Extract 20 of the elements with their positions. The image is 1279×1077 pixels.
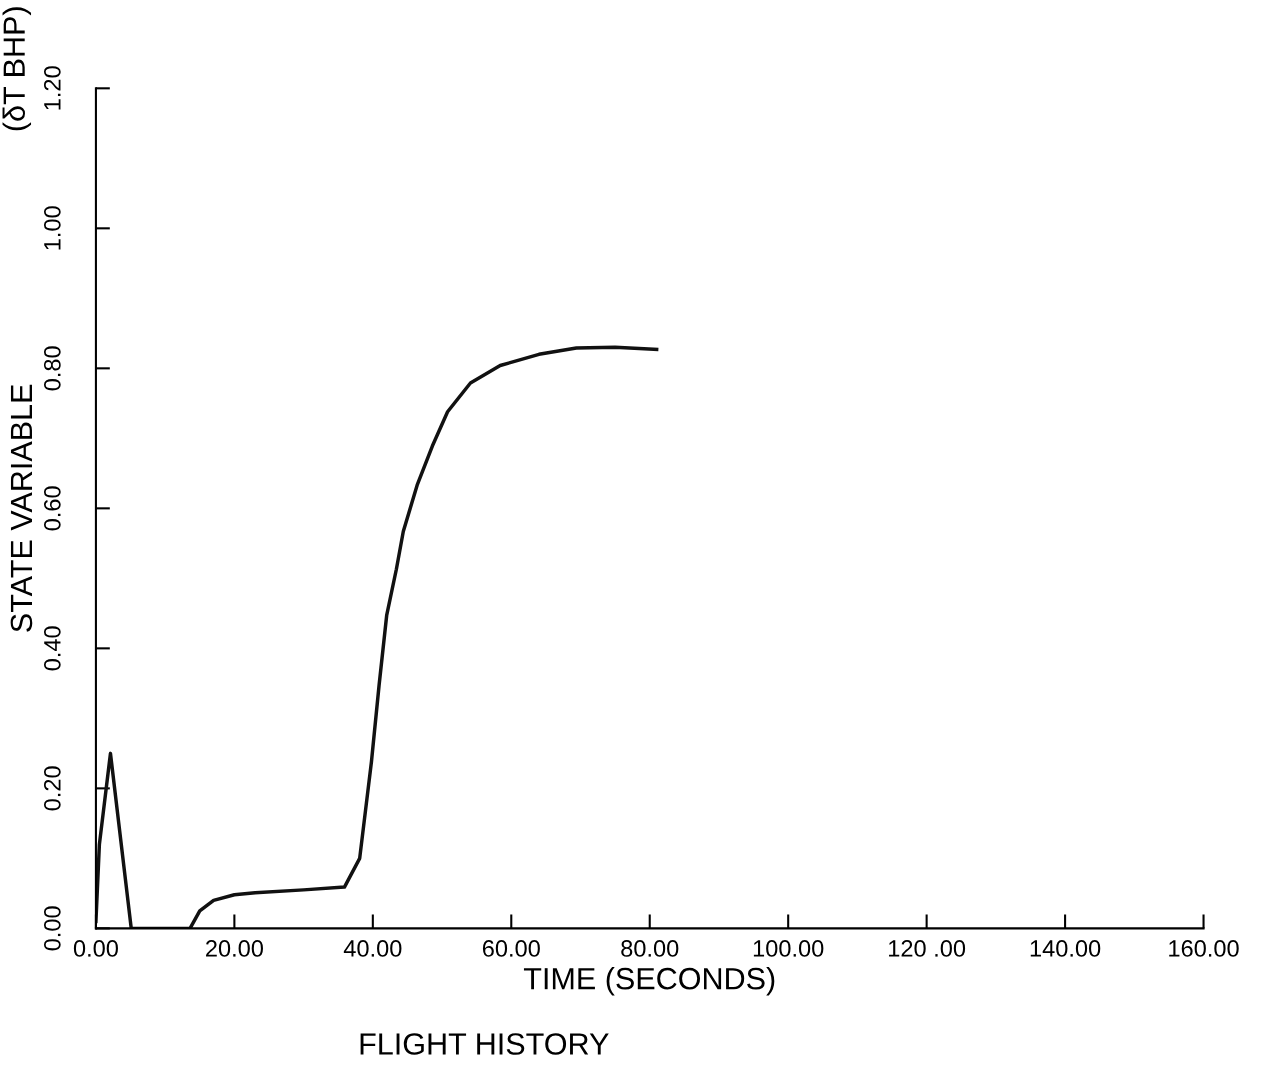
y-tick-label: 1.00 [43, 206, 61, 250]
y-tick-label: 0.60 [43, 486, 61, 531]
x-tick-label: 140.00 [1030, 940, 1101, 957]
x-tick-label: 60.00 [482, 940, 540, 957]
x-tick-label: 20.00 [206, 940, 263, 957]
y-tick-label: 0.20 [43, 766, 61, 811]
y-axis-title: STATE VARIABLE [10, 384, 33, 632]
y-tick-label: 0.40 [43, 626, 61, 671]
x-tick-label: 0.00 [73, 940, 118, 957]
text: FLIGHT HISTORY [360, 1033, 609, 1055]
x-tick-label: 100.00 [753, 940, 824, 957]
x-axis-title: TIME (SECONDS) [523, 967, 775, 996]
y-tick-label: 1.20 [43, 66, 61, 110]
x-tick-label: 160.00 [1169, 940, 1239, 957]
x-tick-label: 80.00 [621, 940, 679, 957]
x-tick-label: 40.00 [343, 940, 402, 957]
line-series [95, 345, 659, 929]
text: (δT BHP) [2, 7, 32, 131]
y-tick-label: 0.80 [43, 346, 61, 391]
x-tick-label: 120 .00 [889, 940, 966, 957]
